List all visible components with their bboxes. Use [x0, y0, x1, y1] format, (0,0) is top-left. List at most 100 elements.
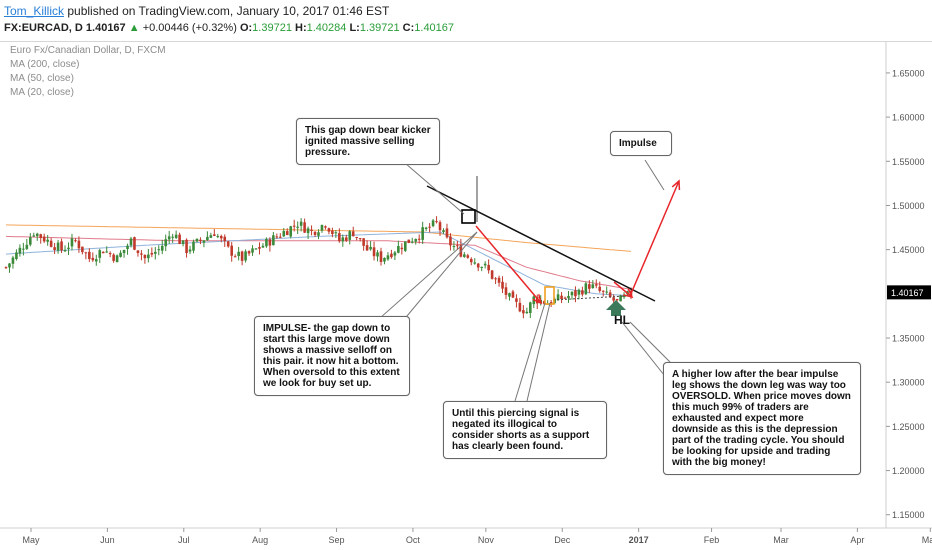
- candle-body: [438, 222, 442, 231]
- candle-body: [365, 245, 369, 251]
- pointer-piercing-b: [526, 302, 551, 402]
- candle-body: [56, 242, 60, 251]
- candle-body: [136, 250, 140, 253]
- candle-body: [390, 253, 393, 258]
- candle-body: [615, 299, 619, 301]
- pointer-piercing-a: [514, 302, 546, 402]
- x-tick-label: 2017: [629, 535, 649, 545]
- quote-line: FX:EURCAD, D 1.40167 ▲ +0.00446 (+0.32%)…: [4, 22, 454, 34]
- candle-body: [556, 294, 560, 301]
- pointer-higher-low-b: [621, 321, 669, 381]
- legend-ma20: MA (20, close): [10, 87, 74, 98]
- candle-body: [202, 240, 206, 243]
- candle-body: [157, 249, 161, 251]
- candle-body: [317, 232, 320, 236]
- candle-body: [400, 247, 404, 250]
- y-tick-label: 1.15000: [892, 510, 925, 520]
- candle-body: [466, 255, 470, 258]
- candle-body: [445, 228, 449, 238]
- candle-body: [334, 232, 338, 234]
- candle-body: [331, 230, 334, 234]
- trendline: [426, 185, 656, 302]
- close-label: C:: [402, 22, 415, 34]
- candle-body: [94, 259, 98, 262]
- candle-body: [167, 236, 171, 240]
- x-tick-label: Aug: [252, 535, 268, 545]
- candle-body: [355, 236, 358, 238]
- piercing-box: [544, 286, 555, 305]
- candle-body: [25, 244, 29, 249]
- candle-body: [383, 257, 386, 262]
- candle-body: [522, 310, 525, 314]
- pointer-gap-kicker: [397, 156, 465, 215]
- candle-body: [147, 254, 150, 259]
- candle-body: [327, 228, 331, 232]
- candle-body: [70, 238, 74, 247]
- candle-body: [525, 311, 529, 314]
- x-tick-label: Mar: [773, 535, 789, 545]
- candle-body: [351, 231, 355, 237]
- candle-body: [53, 247, 56, 251]
- hl-up-arrow-icon: [606, 300, 626, 316]
- x-tick-label: Oct: [406, 535, 421, 545]
- candle-body: [404, 241, 407, 251]
- arrow-small: [613, 281, 633, 298]
- candle-body: [320, 225, 324, 231]
- candle-body: [35, 233, 39, 237]
- candle-body: [84, 252, 88, 254]
- x-tick-label: Jul: [178, 535, 190, 545]
- candle-body: [185, 239, 188, 254]
- candle-body: [60, 241, 63, 251]
- candle-body: [237, 251, 240, 257]
- gap-box: [461, 209, 476, 224]
- candle-body: [126, 245, 129, 250]
- candle-body: [133, 237, 136, 250]
- candle-body: [605, 291, 608, 293]
- candle-body: [160, 245, 164, 251]
- x-tick-label: Apr: [850, 535, 864, 545]
- candle-body: [362, 238, 365, 246]
- author-link[interactable]: Tom_Killick: [4, 4, 65, 18]
- high-label: H:: [295, 22, 307, 34]
- candle-body: [310, 229, 313, 231]
- x-tick-label: May: [922, 535, 932, 545]
- candle-body: [324, 226, 327, 228]
- candle-body: [598, 286, 602, 291]
- candle-body: [150, 252, 154, 255]
- y-tick-label: 1.60000: [892, 113, 925, 123]
- high-value: 1.40284: [306, 22, 347, 34]
- candle-body: [105, 251, 108, 253]
- candle-body: [469, 258, 473, 263]
- candle-body: [219, 236, 223, 239]
- candle-body: [223, 236, 227, 242]
- candle-body: [199, 239, 202, 241]
- candle-body: [275, 236, 279, 238]
- chart-title: Euro Fx/Canadian Dollar, D, FXCM: [10, 45, 166, 56]
- y-tick-label: 1.35000: [892, 334, 925, 344]
- candle-body: [303, 222, 306, 233]
- arrow-impulse-up: [629, 180, 680, 297]
- candle-body: [282, 231, 286, 237]
- candle-body: [529, 302, 532, 314]
- candle-body: [115, 255, 119, 263]
- candle-body: [574, 290, 577, 297]
- candle-body: [518, 302, 522, 312]
- candle-body: [49, 240, 53, 247]
- candle-body: [567, 295, 570, 299]
- candle-body: [289, 226, 293, 237]
- candle-body: [456, 245, 459, 247]
- legend-ma50: MA (50, close): [10, 73, 74, 84]
- candle-body: [247, 251, 251, 254]
- candle-body: [67, 247, 70, 250]
- candle-body: [504, 287, 508, 295]
- note-piercing: Until this piercing signal is negated it…: [443, 401, 607, 459]
- candle-body: [8, 263, 11, 268]
- candle-body: [143, 254, 147, 259]
- candle-body: [442, 230, 445, 232]
- candle-body: [581, 290, 584, 295]
- candle-body: [463, 254, 466, 257]
- candle-body: [18, 247, 22, 254]
- price-change: +0.00446 (+0.32%): [142, 22, 237, 34]
- symbol-label: FX:EURCAD, D: [4, 22, 83, 34]
